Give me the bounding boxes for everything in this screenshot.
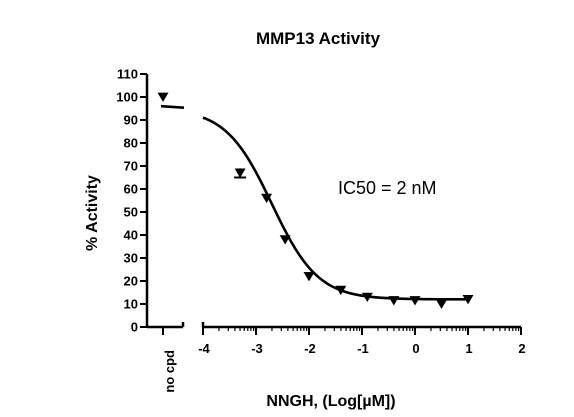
y-tick-label: 90	[124, 113, 138, 128]
data-points	[157, 92, 474, 309]
data-point	[409, 296, 421, 306]
data-point	[462, 295, 474, 305]
control-fit-line	[160, 104, 185, 109]
x-tick-label: 0	[412, 341, 419, 356]
data-point	[234, 168, 246, 178]
fit-curve	[202, 116, 468, 301]
y-ticks: 0 10 20 30 40 50 60 70 80 90 100 110	[116, 67, 147, 335]
y-tick-label: 50	[124, 205, 138, 220]
y-tick-label: 60	[124, 182, 138, 197]
data-point	[279, 235, 291, 245]
data-point	[303, 272, 315, 282]
data-point	[388, 296, 400, 306]
x-ticks: -4 -3 -2 -1 0 1 2	[198, 327, 526, 356]
data-point	[261, 193, 273, 204]
control-point	[157, 92, 169, 102]
chart-title: MMP13 Activity	[256, 29, 381, 48]
y-tick-label: 100	[116, 90, 138, 105]
y-tick-label: 110	[117, 67, 138, 82]
y-axis-label: % Activity	[84, 175, 101, 251]
y-tick-label: 40	[124, 228, 138, 243]
x-tick-label: -2	[304, 341, 316, 356]
y-tick-label: 70	[124, 159, 138, 174]
y-tick-label: 0	[131, 320, 138, 335]
data-point	[436, 299, 447, 309]
x-tick-label: 2	[518, 341, 525, 356]
y-tick-label: 80	[124, 136, 138, 151]
data-point	[361, 292, 373, 303]
x-tick-label: -4	[198, 341, 210, 356]
y-tick-label: 20	[124, 274, 138, 289]
fit-curve-group	[160, 104, 468, 301]
x-tick-label: -3	[251, 341, 263, 356]
x-axis-label: NNGH, (Log[µM])	[266, 393, 395, 410]
y-tick-label: 30	[124, 251, 138, 266]
y-tick-label: 10	[124, 297, 138, 312]
x-tick-label: 1	[465, 341, 472, 356]
x-tick-label: -1	[357, 341, 369, 356]
data-point	[335, 285, 347, 296]
control-label: no cpd	[162, 350, 177, 393]
ic50-annotation: IC50 = 2 nM	[338, 178, 437, 198]
